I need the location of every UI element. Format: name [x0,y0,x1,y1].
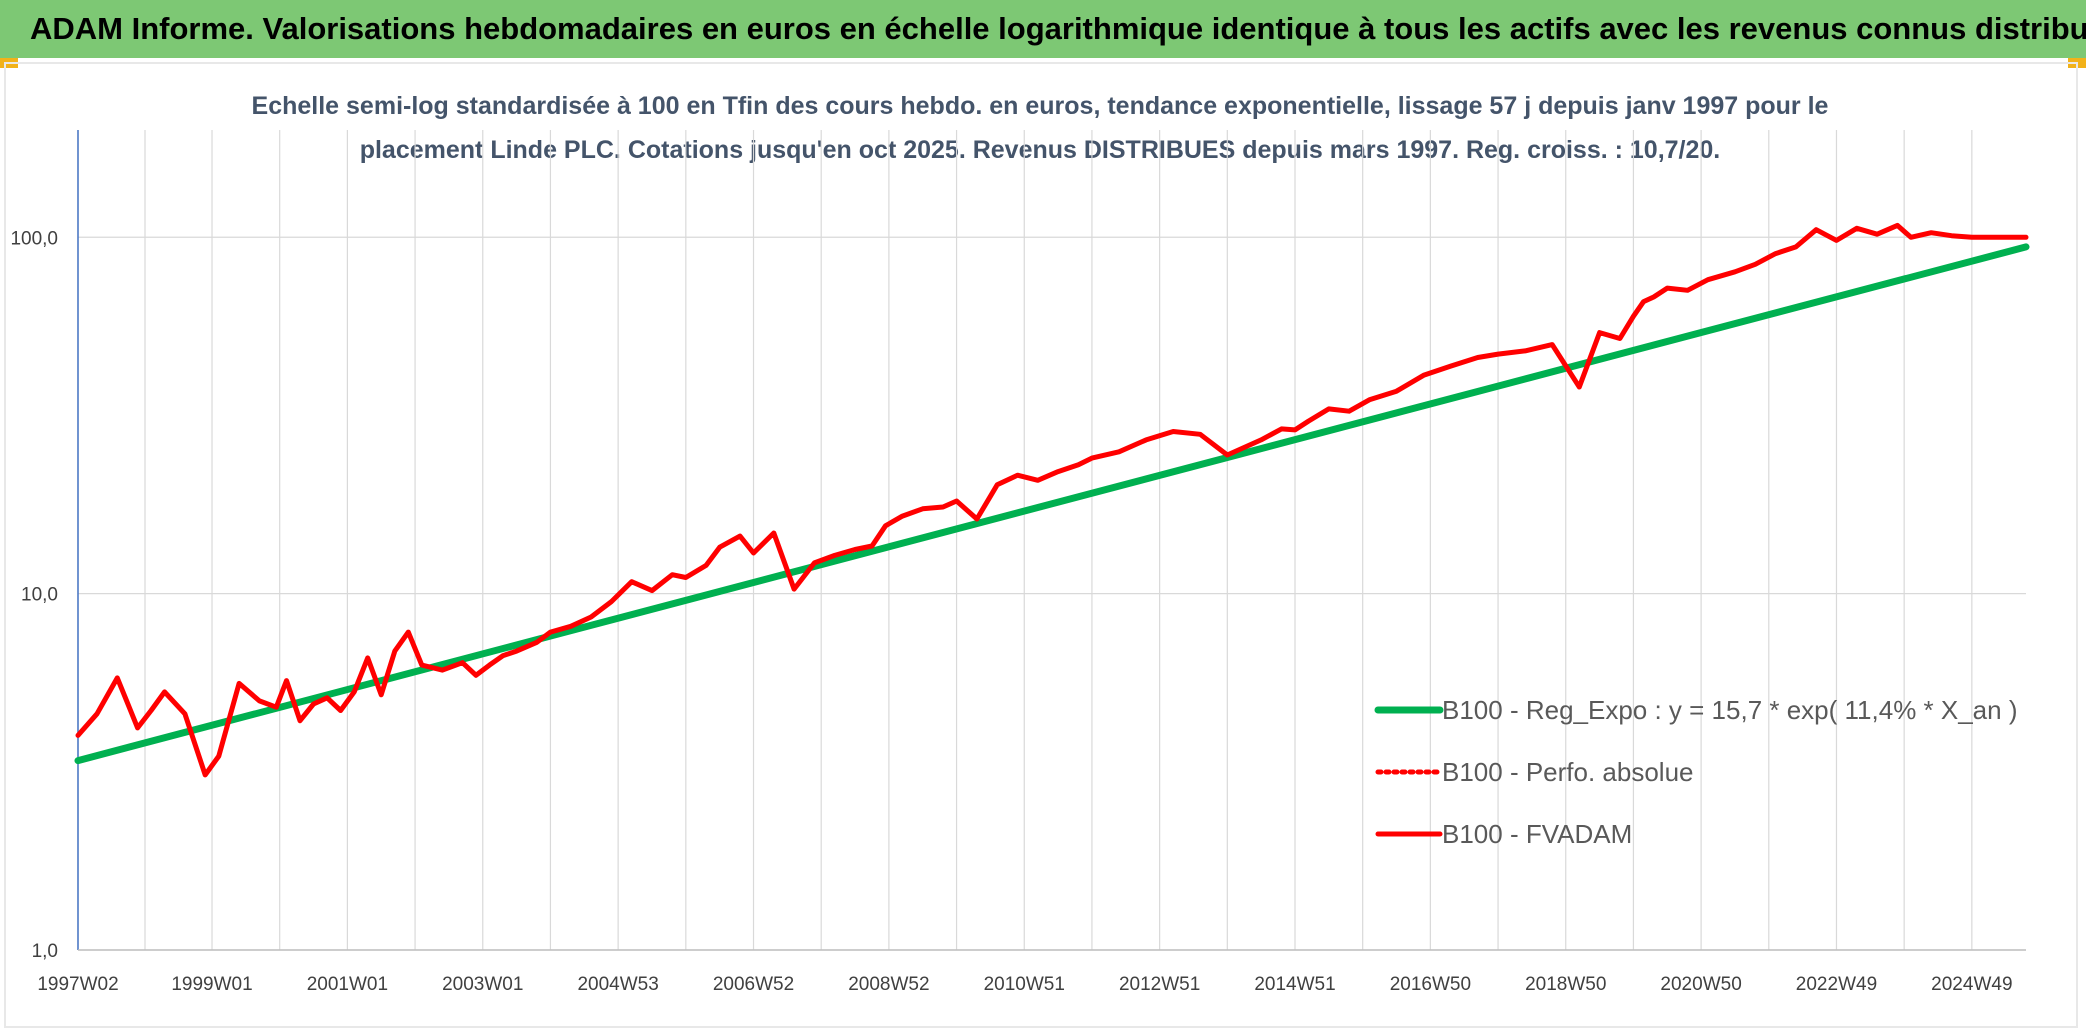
axes [77,130,2026,951]
x-tick-label: 2012W51 [1119,974,1200,995]
report-title: ADAM Informe. Valorisations hebdomadaire… [30,11,2086,46]
x-tick-label: 2004W53 [577,974,658,995]
x-tick-label: 2024W49 [1931,974,2012,995]
x-tick-labels: 1997W02 1999W01 2001W01 2003W01 2004W53 2006W… [37,974,2012,995]
chart-subtitle: Echelle semi-log standardisée à 100 en T… [200,84,1880,172]
x-tick-label: 2008W52 [848,974,929,995]
chart-subtitle-line-2: placement Linde PLC. Cotations jusqu'en … [359,136,1721,164]
y-tick-label: 10,0 [21,585,58,606]
x-tick-label: 1999W01 [171,974,252,995]
fvadam-line [75,222,2029,778]
y-tick-label: 1,0 [32,941,58,962]
x-tick-label: 2018W50 [1525,974,1606,995]
regression-line [74,243,2030,765]
chart-subtitle-line-1: Echelle semi-log standardisée à 100 en T… [251,92,1829,120]
x-tick-label: 2022W49 [1796,974,1877,995]
y-tick-labels: 1,0 10,0 100,0 [10,228,58,962]
grid-lines [77,130,2026,951]
chart-frame [4,62,2078,1028]
x-tick-label: 2020W50 [1660,974,1741,995]
y-tick-label: 100,0 [10,228,58,249]
legend-label: B100 - Reg_Expo : y = 15,7 * exp( 11,4% … [1442,695,2017,725]
x-tick-label: 1997W02 [37,974,118,995]
legend: B100 - Reg_Expo : y = 15,7 * exp( 11,4% … [1374,695,2017,849]
legend-label: B100 - FVADAM [1442,819,1632,849]
x-tick-label: 2006W52 [713,974,794,995]
report-title-banner: ADAM Informe. Valorisations hebdomadaire… [0,0,2086,58]
legend-label: B100 - Perfo. absolue [1442,757,1694,787]
x-tick-label: 2014W51 [1254,974,1335,995]
x-tick-label: 2001W01 [307,974,388,995]
x-tick-label: 2003W01 [442,974,523,995]
x-tick-label: 2016W50 [1390,974,1471,995]
series-lines [74,222,2030,778]
x-tick-label: 2010W51 [984,974,1065,995]
